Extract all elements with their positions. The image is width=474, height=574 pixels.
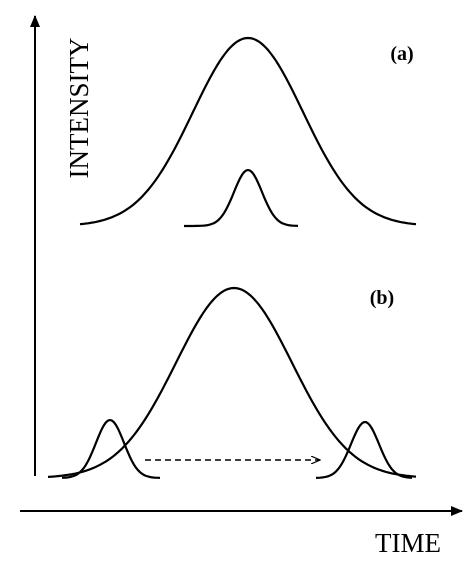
narrow-pulse <box>315 421 413 479</box>
x-axis-label: TIME <box>375 528 441 558</box>
panel-label: (b) <box>370 287 394 309</box>
narrow-pulse <box>61 418 161 479</box>
broad-pulse <box>47 286 417 478</box>
narrow-pulse <box>184 168 299 228</box>
y-axis-label: INTENSITY <box>64 38 94 179</box>
panel-label: (a) <box>390 43 413 65</box>
curves <box>47 36 417 479</box>
broad-pulse <box>79 36 417 226</box>
